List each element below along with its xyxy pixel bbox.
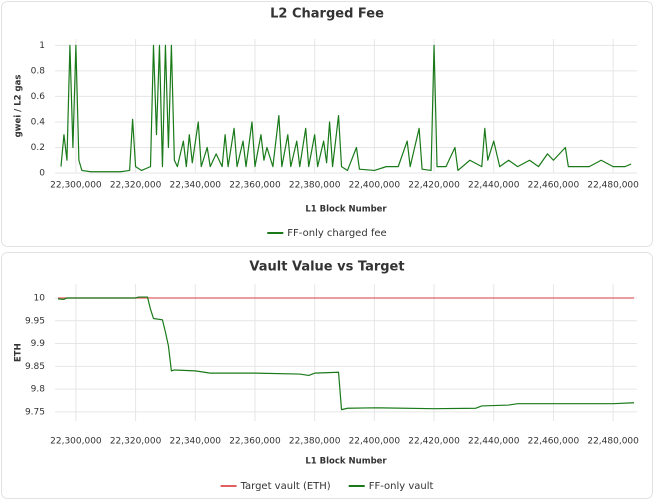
legend-label: Target vault (ETH) [240, 481, 331, 492]
x-tick-label: 22,480,000 [587, 437, 639, 447]
x-tick-label: 22,460,000 [528, 181, 580, 191]
x-tick-label: 22,300,000 [50, 181, 102, 191]
y-tick-label: 0.4 [31, 117, 46, 127]
y-tick-label: 9.8 [31, 385, 46, 395]
y-tick-label: 9.95 [25, 316, 45, 326]
x-tick-label: 22,460,000 [528, 437, 580, 447]
data-line [60, 44, 632, 173]
chart-title: Vault Value vs Target [249, 260, 404, 275]
x-tick-label: 22,440,000 [468, 181, 520, 191]
y-tick-label: 10 [34, 293, 46, 303]
x-axis-label: L1 Block Number [305, 205, 387, 215]
card [1, 252, 653, 499]
legend-label: FF-only vault [369, 481, 434, 492]
legend-label: FF-only charged fee [287, 228, 386, 239]
y-tick-label: 9.9 [31, 339, 46, 349]
y-tick-label: 0.8 [31, 66, 46, 76]
card [1, 1, 653, 247]
chart-title: L2 Charged Fee [270, 7, 384, 22]
x-tick-label: 22,380,000 [289, 437, 341, 447]
x-tick-label: 22,320,000 [110, 437, 162, 447]
x-tick-label: 22,440,000 [468, 437, 520, 447]
x-tick-label: 22,320,000 [110, 181, 162, 191]
x-tick-label: 22,420,000 [408, 437, 460, 447]
y-tick-label: 9.75 [25, 407, 45, 417]
x-axis-label: L1 Block Number [305, 457, 387, 467]
y-tick-label: 0 [39, 169, 45, 179]
x-tick-label: 22,360,000 [229, 181, 281, 191]
x-tick-label: 22,340,000 [170, 437, 222, 447]
x-tick-label: 22,380,000 [289, 181, 341, 191]
x-tick-label: 22,480,000 [587, 181, 639, 191]
y-axis-label: gwei / L2 gas [14, 75, 24, 138]
y-tick-label: 0.2 [31, 143, 45, 153]
data-line [57, 296, 635, 411]
x-tick-label: 22,400,000 [349, 437, 401, 447]
x-tick-label: 22,340,000 [170, 181, 222, 191]
y-tick-label: 1 [39, 41, 45, 51]
x-tick-label: 22,300,000 [50, 437, 102, 447]
y-tick-label: 0.6 [31, 92, 46, 102]
y-axis-label: ETH [14, 343, 24, 362]
x-tick-label: 22,420,000 [408, 181, 460, 191]
x-tick-label: 22,360,000 [229, 437, 281, 447]
x-tick-label: 22,400,000 [349, 181, 401, 191]
y-tick-label: 9.85 [25, 362, 45, 372]
